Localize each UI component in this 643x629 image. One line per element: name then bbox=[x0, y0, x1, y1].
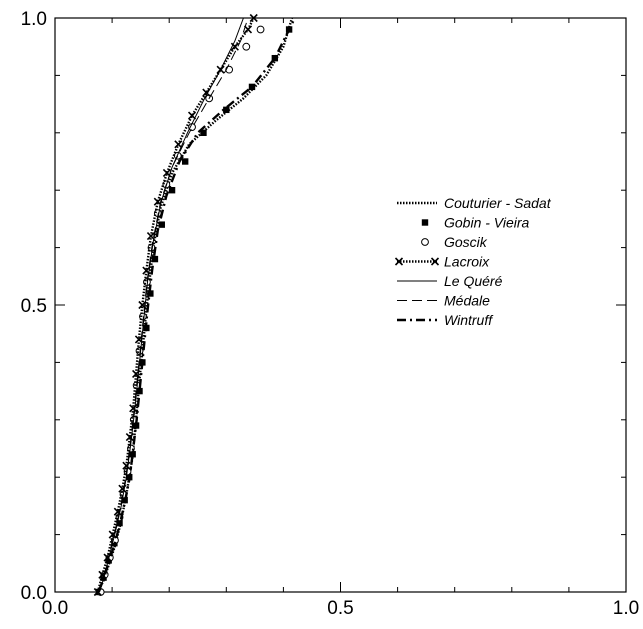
legend: Couturier - Sadat Gobin - Vieira Goscik Lac… bbox=[394, 195, 552, 328]
series-wintruff bbox=[97, 17, 296, 593]
y-tick-label: 0.5 bbox=[21, 296, 47, 317]
legend-label: Wintruff bbox=[444, 312, 494, 328]
data-point bbox=[116, 519, 123, 527]
plot-border bbox=[54, 17, 627, 593]
series-line bbox=[97, 17, 296, 593]
series-line bbox=[96, 17, 294, 593]
axis-ticks bbox=[54, 17, 627, 593]
data-point bbox=[230, 42, 239, 51]
legend-label: Le Quéré bbox=[444, 273, 503, 289]
legend-label: Gobin - Vieira bbox=[444, 215, 530, 231]
tick-labels: 0.0 0.5 1.0 0.0 0.5 1.0 bbox=[21, 9, 640, 619]
marker-cross-stroke bbox=[394, 257, 404, 266]
y-tick-label: 0.0 bbox=[21, 583, 47, 604]
marker-cross-stroke bbox=[187, 111, 197, 120]
series-couturier-sadat bbox=[96, 17, 294, 593]
legend-label: Médale bbox=[444, 293, 490, 309]
legend-marker bbox=[394, 257, 404, 266]
legend-item: Goscik bbox=[421, 234, 488, 250]
legend-marker bbox=[421, 238, 429, 246]
x-tick-label: 0.5 bbox=[327, 598, 353, 619]
data-point bbox=[271, 54, 279, 62]
legend-marker bbox=[430, 257, 440, 266]
marker-cross-stroke bbox=[162, 168, 171, 178]
legend-item: Couturier - Sadat bbox=[397, 195, 552, 211]
marker-cross-stroke bbox=[430, 257, 440, 266]
data-point bbox=[256, 25, 265, 34]
plot-frame bbox=[54, 17, 627, 593]
legend-label: Goscik bbox=[444, 234, 488, 250]
marker-cross-stroke bbox=[249, 13, 258, 23]
data-point bbox=[146, 232, 155, 241]
data-point bbox=[129, 451, 136, 458]
series-m-dale bbox=[97, 17, 249, 593]
data-point bbox=[151, 255, 159, 263]
x-tick-label: 0.0 bbox=[42, 598, 68, 619]
legend-marker bbox=[421, 219, 429, 226]
legend-item: Gobin - Vieira bbox=[421, 215, 530, 231]
data-point bbox=[223, 106, 230, 114]
data-point bbox=[242, 42, 251, 51]
series-line bbox=[97, 17, 249, 593]
data-point bbox=[249, 13, 258, 23]
x-tick-label: 1.0 bbox=[613, 598, 639, 619]
legend-item: Wintruff bbox=[397, 312, 494, 328]
marker-cross-stroke bbox=[243, 25, 253, 34]
marker-cross-stroke bbox=[153, 197, 162, 206]
marker-cross-stroke bbox=[146, 232, 155, 241]
data-point bbox=[168, 187, 176, 194]
marker-cross-stroke bbox=[174, 140, 183, 149]
data-point bbox=[136, 387, 143, 395]
data-point bbox=[174, 140, 183, 149]
series-le-qu-r bbox=[99, 17, 244, 593]
data-series bbox=[93, 13, 296, 597]
y-tick-label: 1.0 bbox=[21, 9, 47, 30]
series-goscik bbox=[96, 25, 265, 596]
marker-cross-stroke bbox=[142, 266, 151, 275]
legend-label: Lacroix bbox=[444, 254, 490, 270]
legend-item: Le Quéré bbox=[397, 273, 503, 289]
legend-item: Médale bbox=[397, 293, 490, 309]
marker-cross-stroke bbox=[230, 42, 239, 51]
legend-item: Lacroix bbox=[394, 254, 490, 270]
data-point bbox=[200, 129, 207, 136]
legend-label: Couturier - Sadat bbox=[444, 195, 552, 211]
data-point bbox=[243, 25, 253, 34]
data-point bbox=[158, 221, 165, 228]
series-line bbox=[99, 17, 244, 593]
data-point bbox=[181, 158, 189, 165]
